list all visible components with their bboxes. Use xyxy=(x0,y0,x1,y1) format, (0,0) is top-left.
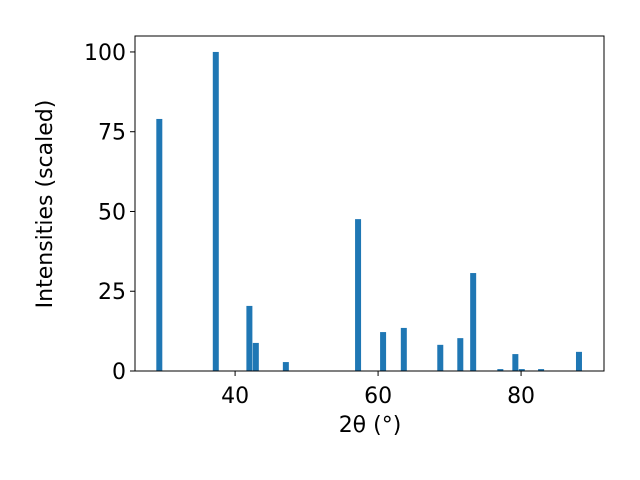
bar xyxy=(252,342,259,371)
bar xyxy=(437,344,444,371)
bar xyxy=(497,369,504,371)
y-tick-label: 0 xyxy=(112,360,126,385)
y-tick-label: 75 xyxy=(98,121,126,146)
bar xyxy=(518,369,525,371)
bar xyxy=(212,51,219,371)
bar xyxy=(380,332,387,371)
plot-frame xyxy=(134,35,605,372)
bar xyxy=(538,369,545,371)
bar xyxy=(512,354,519,371)
bar xyxy=(470,273,477,371)
bar xyxy=(156,118,163,371)
bar xyxy=(575,351,582,371)
bar xyxy=(246,305,253,371)
y-tick-label: 25 xyxy=(98,280,126,305)
bar xyxy=(457,338,464,371)
x-tick-label: 40 xyxy=(221,384,249,409)
bar xyxy=(282,362,289,371)
x-tick-label: 60 xyxy=(364,384,392,409)
y-tick-label: 100 xyxy=(84,41,126,66)
bar xyxy=(355,219,362,371)
x-tick-label: 80 xyxy=(507,384,535,409)
y-axis-label: Intensities (scaled) xyxy=(33,100,58,309)
x-axis-label: 2θ (°) xyxy=(339,413,402,438)
y-tick-label: 50 xyxy=(98,200,126,225)
bar xyxy=(400,327,407,371)
